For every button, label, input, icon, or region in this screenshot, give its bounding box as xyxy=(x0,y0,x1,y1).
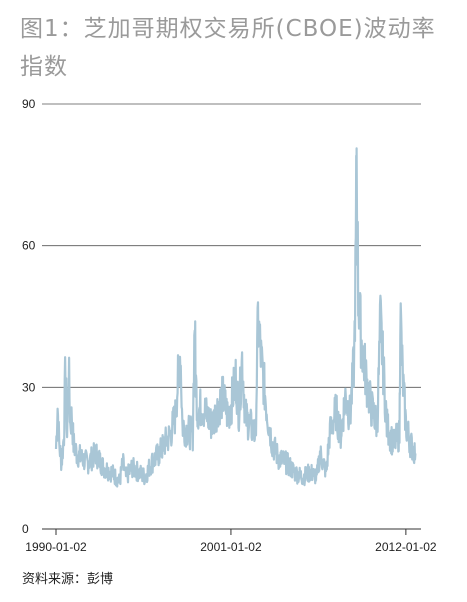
chart-title: 图1：芝加哥期权交易所(CBOE)波动率指数 xyxy=(20,16,436,80)
series-group xyxy=(54,147,417,488)
x-tick-label-0: 1990-01-02 xyxy=(25,540,87,554)
y-tick-label-60: 60 xyxy=(22,239,36,253)
x-tick-label-1: 2001-01-02 xyxy=(200,540,262,554)
x-tick-label-2: 2012-01-02 xyxy=(375,540,437,554)
y-tick-label-0: 0 xyxy=(22,522,29,536)
series-line xyxy=(54,147,417,488)
x-axis: 1990-01-02 2001-01-02 2012-01-02 xyxy=(25,528,437,554)
y-tick-label-90: 90 xyxy=(22,97,36,111)
y-axis: 0 30 60 90 xyxy=(22,97,36,536)
source-note: 资料来源：彭博 xyxy=(22,572,114,587)
y-tick-label-30: 30 xyxy=(22,380,36,394)
